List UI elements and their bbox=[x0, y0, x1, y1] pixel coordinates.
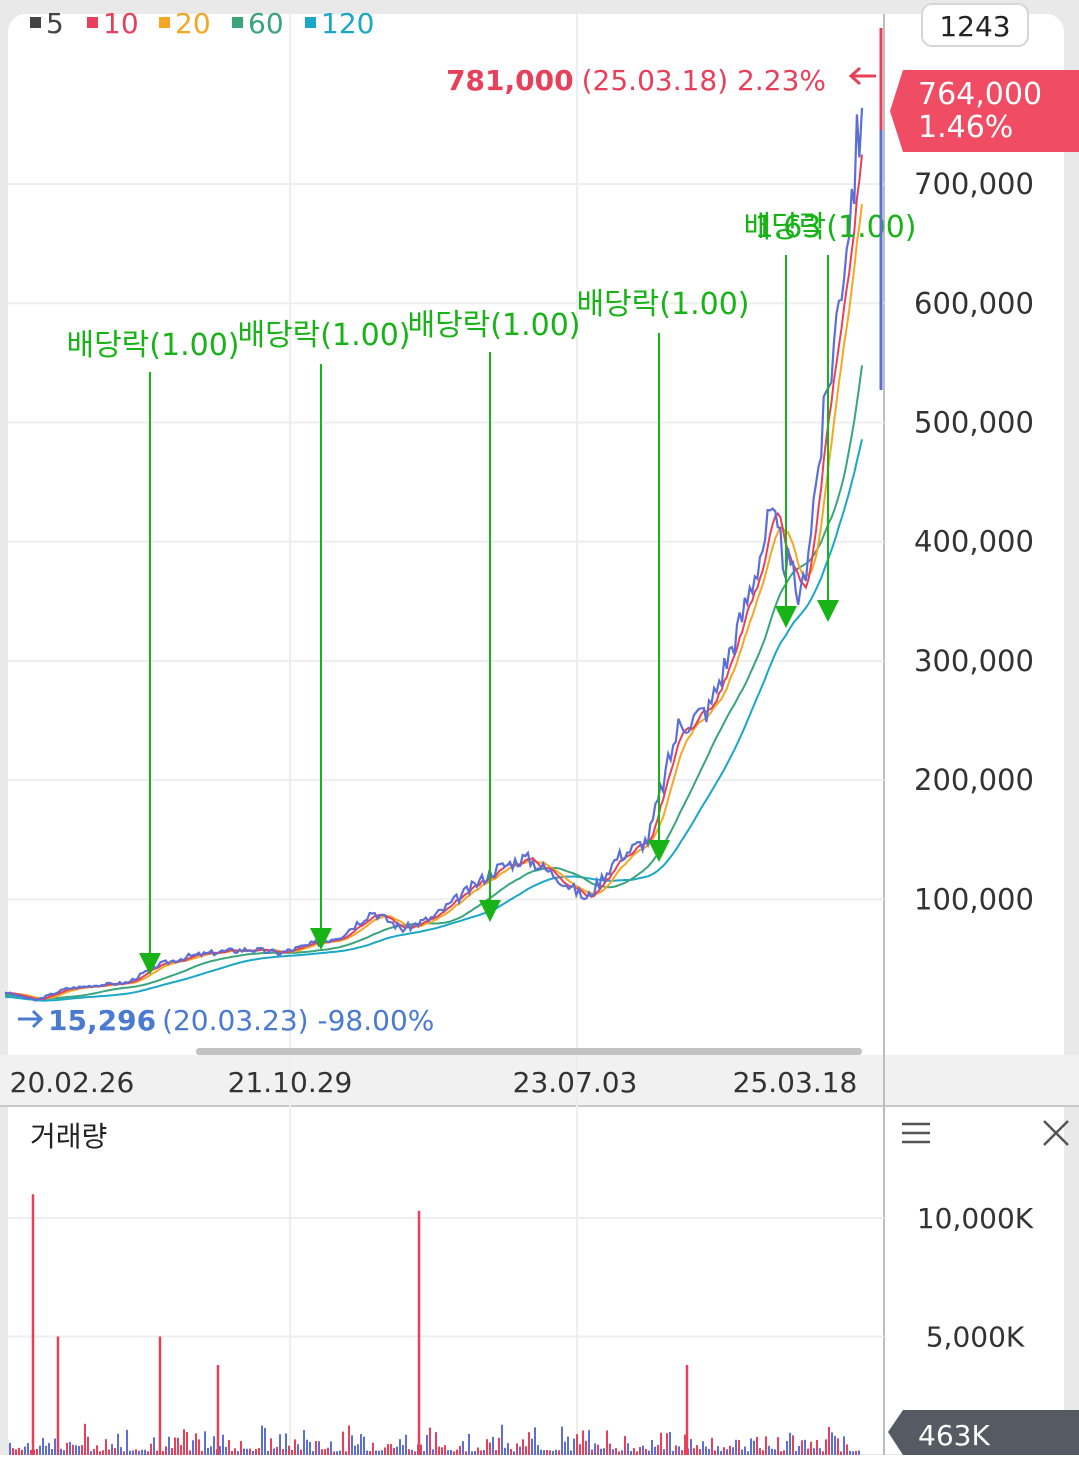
current-volume: 463K bbox=[918, 1419, 990, 1452]
dividend-markers: 배당락(1.00)배당락(1.00)배당락(1.00)배당락(1.00)1.63… bbox=[66, 210, 917, 975]
y-tick-label: 300,000 bbox=[914, 644, 1034, 678]
x-axis-ticks: 20.02.26 21.10.29 23.07.03 25.03.18 bbox=[10, 1066, 858, 1099]
volume-bars bbox=[9, 1194, 860, 1455]
y-tick-label: 600,000 bbox=[914, 286, 1034, 320]
y-tick-label: 500,000 bbox=[914, 406, 1034, 440]
low-annotation: 15,296 (20.03.23) -98.00% bbox=[48, 1004, 434, 1037]
dividend-label: 배당락(1.00) bbox=[576, 287, 749, 322]
dividend-arrow-marker bbox=[817, 600, 839, 622]
volume-grid bbox=[8, 1217, 884, 1338]
y-tick-label: 400,000 bbox=[914, 525, 1034, 559]
volume-axis-ticks: 5,000K 10,000K bbox=[917, 1202, 1034, 1354]
x-tick-label: 23.07.03 bbox=[513, 1066, 638, 1099]
high-annotation: 781,000 (25.03.18) 2.23% bbox=[446, 64, 826, 97]
y-axis-ticks: 100,000 200,000 300,000 400,000 500,000 600,0… bbox=[914, 167, 1034, 916]
dividend-arrow-marker bbox=[310, 928, 332, 950]
x-tick-label: 20.02.26 bbox=[10, 1066, 135, 1099]
legend-label: 10 bbox=[103, 7, 139, 40]
dividend-label: 배당락(1.00) bbox=[407, 308, 580, 343]
moving-average-lines bbox=[4, 154, 863, 1002]
y-tick-label: 700,000 bbox=[914, 167, 1034, 201]
current-change: 1.46% bbox=[918, 110, 1013, 145]
moving-average-line bbox=[4, 203, 863, 1000]
legend-label: 120 bbox=[321, 7, 374, 40]
ma-legend: 5 10 20 60 120 bbox=[30, 7, 374, 40]
low-detail: (20.03.23) -98.00% bbox=[162, 1004, 434, 1037]
legend-label: 20 bbox=[175, 7, 211, 40]
volume-tick-label: 5,000K bbox=[926, 1321, 1025, 1354]
count-value: 1243 bbox=[939, 10, 1010, 43]
arrow-left-icon bbox=[848, 66, 876, 86]
count-box[interactable] bbox=[921, 3, 1029, 47]
current-price-tag bbox=[890, 70, 1079, 152]
dividend-arrow-marker bbox=[479, 900, 501, 922]
moving-average-line bbox=[4, 154, 863, 1000]
volume-tick-label: 10,000K bbox=[917, 1202, 1034, 1235]
dividend-label: 배당락(1.00) bbox=[743, 210, 916, 245]
dividend-arrow-marker bbox=[648, 840, 670, 862]
dividend-arrow-marker bbox=[775, 606, 797, 628]
current-volume-tag bbox=[888, 1410, 1079, 1455]
low-value: 15,296 bbox=[48, 1004, 156, 1037]
x-tick-label: 21.10.29 bbox=[228, 1066, 353, 1099]
current-price: 764,000 bbox=[918, 77, 1042, 112]
legend-swatch bbox=[87, 17, 98, 28]
legend-swatch bbox=[232, 17, 243, 28]
legend-swatch bbox=[305, 17, 316, 28]
moving-average-line bbox=[4, 365, 863, 1000]
hamburger-menu-icon[interactable] bbox=[896, 1116, 936, 1152]
close-icon[interactable] bbox=[1036, 1114, 1076, 1154]
legend-swatch bbox=[159, 17, 170, 28]
dividend-label: 배당락(1.00) bbox=[66, 328, 239, 363]
x-axis-band bbox=[0, 1055, 1079, 1107]
y-tick-label: 100,000 bbox=[914, 882, 1034, 916]
dividend-label: 1.63 bbox=[755, 210, 822, 245]
legend-swatch bbox=[30, 17, 41, 28]
high-value: 781,000 bbox=[446, 64, 574, 97]
volume-panel-title: 거래량 bbox=[30, 1120, 107, 1153]
dividend-arrow-marker bbox=[139, 953, 161, 975]
high-detail: (25.03.18) 2.23% bbox=[582, 64, 826, 97]
arrow-right-icon bbox=[18, 1009, 44, 1029]
dividend-label: 배당락(1.00) bbox=[237, 318, 410, 353]
legend-label: 60 bbox=[248, 7, 284, 40]
horizontal-scrollbar[interactable] bbox=[196, 1048, 862, 1055]
moving-average-line bbox=[4, 439, 863, 1002]
x-tick-label: 25.03.18 bbox=[733, 1066, 858, 1099]
y-tick-label: 200,000 bbox=[914, 763, 1034, 797]
legend-label: 5 bbox=[46, 7, 64, 40]
